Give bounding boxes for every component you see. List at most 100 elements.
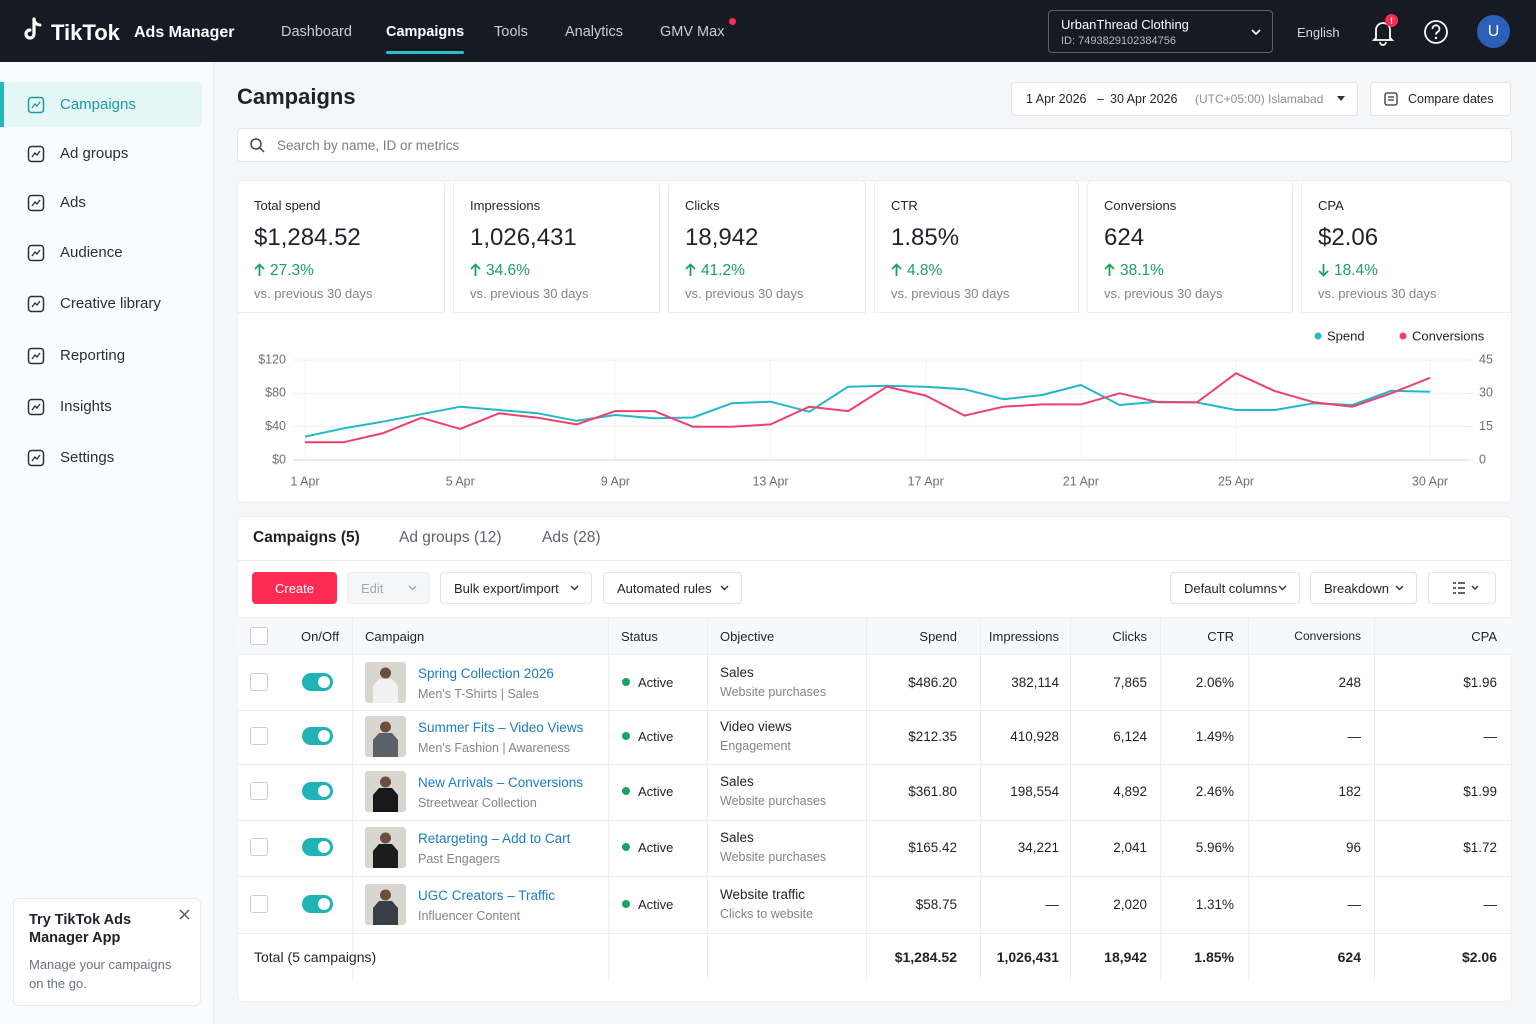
cell-ctr: 5.96% xyxy=(1195,840,1234,855)
campaign-name[interactable]: UGC Creators – Traffic xyxy=(418,888,556,903)
date-end: 30 Apr 2026 xyxy=(1110,92,1178,106)
table-tab[interactable]: Campaigns (5) xyxy=(253,528,360,546)
cell-spend: $165.42 xyxy=(908,840,957,855)
search-placeholder: Search by name, ID or metrics xyxy=(277,138,460,153)
row-checkbox[interactable] xyxy=(250,895,268,913)
cell-cpa: $1.72 xyxy=(1463,840,1497,855)
caret xyxy=(408,585,417,591)
toggle-knob xyxy=(318,676,330,688)
x-tick-label: 21 Apr xyxy=(1063,474,1099,488)
legend-marker xyxy=(1399,332,1407,340)
status: Active xyxy=(638,839,674,855)
nav-tab[interactable]: Tools xyxy=(494,23,528,40)
objective: Website traffic xyxy=(720,887,806,902)
sidebar-item[interactable]: Campaigns xyxy=(60,96,136,113)
row-checkbox[interactable] xyxy=(250,838,268,856)
sidebar-item[interactable]: Ad groups xyxy=(60,145,129,162)
row-checkbox[interactable] xyxy=(250,727,268,745)
campaign-audience: Men's Fashion | Awareness xyxy=(418,741,571,755)
objective: Sales xyxy=(720,774,754,789)
table-header xyxy=(237,617,1512,655)
sidebar-item[interactable]: Audience xyxy=(60,244,123,261)
toggle-knob xyxy=(318,785,330,797)
cell-impressions: 198,554 xyxy=(1010,784,1059,799)
metric-arrow xyxy=(1104,263,1115,276)
sidebar-icon xyxy=(27,145,45,163)
y-tick-label: $80 xyxy=(265,386,286,400)
close-icon xyxy=(179,909,190,920)
table-tab[interactable]: Ad groups (12) xyxy=(399,528,502,546)
status: Active xyxy=(638,728,674,744)
column-divider xyxy=(980,617,981,982)
row-checkbox[interactable] xyxy=(250,673,268,691)
date-range[interactable] xyxy=(1011,82,1358,116)
date-separator: – xyxy=(1097,92,1104,106)
notification-badge xyxy=(1385,14,1398,27)
cell-clicks: 6,124 xyxy=(1113,729,1147,744)
nav-tab[interactable]: GMV Max xyxy=(660,23,725,40)
total-label: Total (5 campaigns) xyxy=(254,949,377,965)
cell-cpa: — xyxy=(1483,897,1498,912)
language[interactable]: English xyxy=(1297,24,1340,40)
search-box[interactable] xyxy=(237,128,1512,162)
sidebar-item[interactable]: Creative library xyxy=(60,295,161,312)
sidebar-item[interactable]: Reporting xyxy=(60,347,126,364)
metric-change: 34.6% xyxy=(486,261,530,279)
column-header: Spend xyxy=(919,628,957,644)
campaign-name[interactable]: Summer Fits – Video Views xyxy=(418,720,584,735)
sidebar-icon xyxy=(27,398,45,416)
campaign-name[interactable]: New Arrivals – Conversions xyxy=(418,775,584,790)
compare-button[interactable] xyxy=(1370,82,1511,116)
header-checkbox[interactable] xyxy=(250,627,268,645)
cell-ctr: 1.49% xyxy=(1195,729,1234,744)
columns-button[interactable] xyxy=(1170,572,1300,604)
y2-tick-label: 45 xyxy=(1479,352,1493,366)
total-conversions: 624 xyxy=(1337,949,1361,965)
metric-note: vs. previous 30 days xyxy=(685,285,804,301)
table-tab[interactable]: Ads (28) xyxy=(542,528,601,546)
row-checkbox[interactable] xyxy=(250,782,268,800)
metric-card xyxy=(668,180,866,313)
column-divider xyxy=(707,617,708,982)
cell-impressions: 34,221 xyxy=(1017,840,1059,855)
sidebar-item[interactable]: Settings xyxy=(60,449,115,466)
create-button[interactable] xyxy=(252,572,337,604)
objective-detail: Clicks to website xyxy=(720,907,814,921)
campaign-name[interactable]: Retargeting – Add to Cart xyxy=(418,831,571,846)
account-selector[interactable] xyxy=(1048,10,1273,53)
status-dot xyxy=(622,787,630,795)
y-tick-label: $120 xyxy=(258,352,286,366)
cell-ctr: 2.46% xyxy=(1195,784,1234,799)
y2-tick-label: 0 xyxy=(1479,452,1486,466)
sidebar-item[interactable]: Ads xyxy=(60,194,86,211)
nav-tab[interactable]: Analytics xyxy=(565,23,624,40)
objective-detail: Website purchases xyxy=(720,794,827,808)
rules-button[interactable] xyxy=(603,572,742,604)
campaign-thumbnail xyxy=(365,662,406,703)
cell-clicks: 2,020 xyxy=(1113,897,1147,912)
line-series xyxy=(304,384,1431,438)
column-header: On/Off xyxy=(301,628,340,644)
sidebar-item[interactable]: Insights xyxy=(60,398,112,415)
x-tick-label: 17 Apr xyxy=(908,474,944,488)
campaign-name[interactable]: Spring Collection 2026 xyxy=(418,666,554,681)
x-tick-label: 13 Apr xyxy=(752,474,788,488)
cell-cpa: $1.99 xyxy=(1463,784,1497,799)
status: Active xyxy=(638,674,674,690)
status-dot xyxy=(622,732,630,740)
bulk-button[interactable] xyxy=(440,572,592,604)
metric-note: vs. previous 30 days xyxy=(1318,285,1437,301)
caret xyxy=(1278,585,1287,591)
cell-conversions: 96 xyxy=(1345,840,1361,855)
cell-spend: $486.20 xyxy=(908,675,957,690)
breakdown-button[interactable] xyxy=(1310,572,1417,604)
edit-button[interactable] xyxy=(347,572,430,604)
page-title: Campaigns xyxy=(237,83,356,109)
column-header: Clicks xyxy=(1112,628,1147,644)
create-button-label: Create xyxy=(274,580,315,596)
logo: TikTok xyxy=(51,19,120,45)
cell-conversions: 248 xyxy=(1338,675,1361,690)
nav-tab[interactable]: Dashboard xyxy=(281,23,352,40)
nav-tab[interactable]: Campaigns xyxy=(386,23,465,40)
avatar[interactable] xyxy=(1477,15,1510,48)
